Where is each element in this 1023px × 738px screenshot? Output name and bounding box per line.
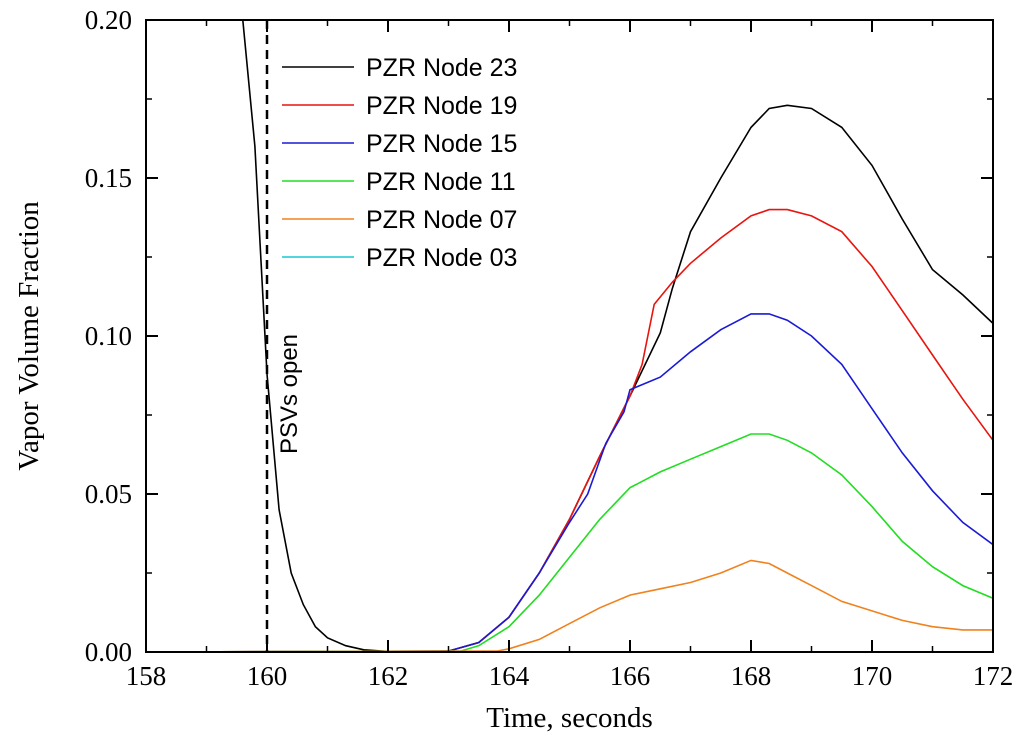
x-tick-label-0: 158: [126, 661, 167, 691]
legend: PZR Node 23 PZR Node 19 PZR Node 15 PZR Nod…: [282, 54, 517, 272]
series-line-0: [242, 20, 993, 652]
series-layer: [146, 20, 993, 652]
y-tick-label-2: 0.10: [85, 321, 132, 351]
legend-label-4: PZR Node 07: [366, 206, 517, 234]
plot-frame: [145, 19, 994, 653]
series-line-4: [146, 559, 993, 652]
annotation-layer: PSVs open: [265, 20, 303, 652]
y-tick-label-1: 0.05: [85, 479, 132, 509]
x-axis-title: Time, seconds: [486, 702, 653, 734]
x-tick-label-3: 164: [489, 661, 530, 691]
legend-label-5: PZR Node 03: [366, 244, 517, 272]
psv-open-label: PSVs open: [276, 334, 303, 454]
x-tick-label-7: 172: [973, 661, 1014, 691]
series-line-2: [146, 313, 993, 652]
legend-label-0: PZR Node 23: [366, 54, 517, 82]
x-tick-label-1: 160: [247, 661, 288, 691]
series-line-3: [146, 433, 993, 652]
y-tick-label-3: 0.15: [85, 163, 132, 193]
legend-label-3: PZR Node 11: [366, 168, 516, 196]
legend-label-2: PZR Node 15: [366, 130, 517, 158]
y-axis-title: Vapor Volume Fraction: [13, 201, 45, 471]
series-line-1: [146, 208, 993, 652]
y-tick-label-0: 0.00: [85, 637, 132, 667]
ticks-layer: 158 160 162 164 166 168 170 172 0.00 0.05 0.10 0.15…: [85, 5, 1014, 691]
x-tick-label-6: 170: [852, 661, 893, 691]
legend-label-1: PZR Node 19: [366, 92, 517, 120]
x-tick-label-4: 166: [610, 661, 651, 691]
y-tick-label-4: 0.20: [85, 5, 132, 35]
x-tick-label-5: 168: [731, 661, 772, 691]
x-tick-label-2: 162: [368, 661, 409, 691]
